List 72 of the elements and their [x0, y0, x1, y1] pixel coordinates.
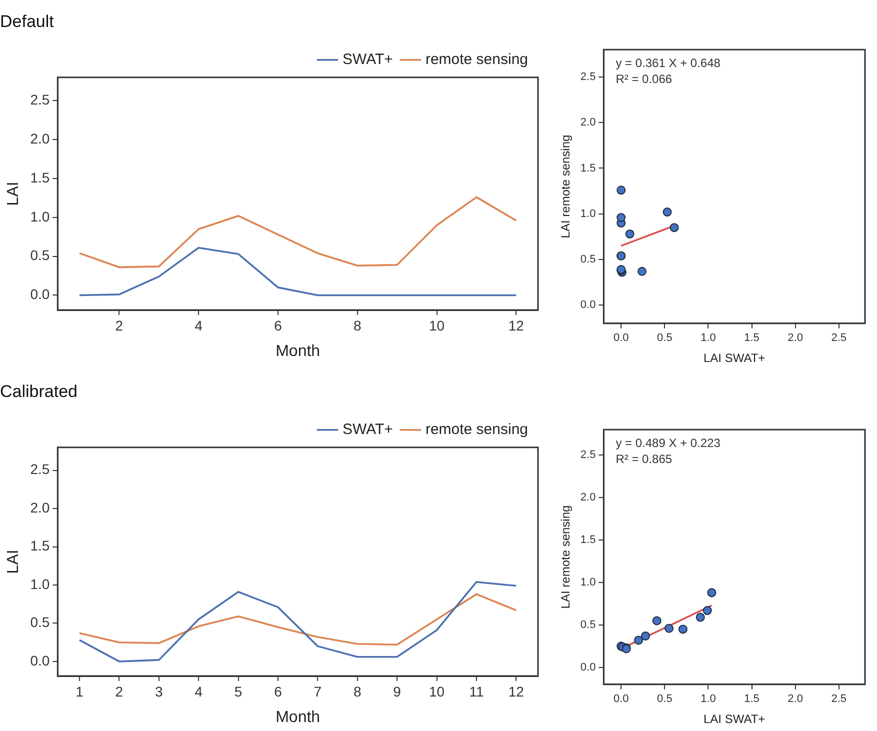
x-tick-label: 1.0	[700, 332, 716, 344]
x-tick-label: 0.5	[657, 693, 672, 706]
y-tick-label: 1.5	[580, 534, 596, 546]
legend-label: SWAT+	[342, 51, 394, 68]
x-tick-label: 5	[234, 683, 242, 700]
x-tick-label: 7	[314, 683, 322, 700]
x-tick-label: 0.0	[613, 332, 629, 344]
y-tick-label: 1.5	[30, 538, 50, 554]
x-tick-label: 2.5	[831, 332, 847, 344]
x-tick-label: 0.5	[657, 332, 672, 344]
y-tick-label: 1.0	[30, 208, 50, 224]
x-tick-label: 10	[428, 317, 445, 334]
y-tick-label: 0.5	[30, 247, 50, 264]
x-axis-title: LAI SWAT+	[704, 712, 766, 726]
annotation: R² = 0.865	[616, 452, 672, 466]
x-tick-label: 4	[194, 683, 203, 700]
y-axis-title: LAI	[5, 550, 22, 574]
y-tick-label: 0.0	[30, 652, 50, 668]
y-tick-label: 1.0	[30, 576, 50, 592]
y-tick-label: 2.0	[580, 492, 596, 504]
y-axis-title: LAI	[5, 182, 22, 206]
x-tick-label: 1.0	[700, 693, 716, 706]
x-axis-title: Month	[276, 342, 320, 360]
x-tick-label: 2.0	[788, 693, 803, 706]
y-tick-label: 0.0	[580, 661, 596, 674]
y-tick-label: 0.5	[580, 618, 596, 631]
legend-label: remote sensing	[425, 421, 528, 438]
y-tick-label: 1.0	[580, 576, 596, 589]
x-tick-label: 1.5	[744, 332, 760, 344]
x-tick-label: 11	[469, 683, 484, 700]
y-tick-label: 1.0	[580, 208, 596, 220]
x-tick-label: 8	[353, 683, 362, 700]
x-tick-label: 4	[194, 317, 203, 334]
x-tick-label: 12	[508, 317, 524, 334]
y-tick-label: 2.5	[580, 71, 596, 84]
y-tick-label: 1.5	[30, 169, 50, 186]
x-tick-label: 2.0	[788, 332, 803, 344]
x-tick-label: 12	[508, 683, 524, 700]
y-axis-title: LAI remote sensing	[558, 505, 573, 609]
x-tick-label: 8	[353, 317, 362, 334]
y-tick-label: 2.0	[580, 116, 596, 129]
x-tick-label: 3	[154, 683, 163, 700]
y-tick-label: 0.5	[30, 614, 50, 630]
chart-title: Calibrated	[0, 382, 78, 401]
x-tick-label: 9	[393, 683, 402, 700]
y-tick-label: 1.5	[580, 162, 596, 174]
annotation: R² = 0.066	[616, 72, 672, 86]
y-tick-label: 0.5	[580, 254, 596, 266]
y-tick-label: 2.5	[30, 92, 50, 108]
y-tick-label: 2.5	[30, 461, 50, 478]
x-axis-title: Month	[276, 708, 320, 726]
y-tick-label: 2.0	[30, 499, 50, 516]
y-tick-label: 2.5	[580, 449, 596, 462]
x-tick-label: 1.5	[744, 693, 760, 706]
x-tick-label: 1	[76, 683, 84, 700]
x-tick-label: 2	[115, 317, 124, 334]
y-axis-title: LAI remote sensing	[558, 134, 573, 238]
chart-title: Default	[0, 12, 54, 31]
x-tick-label: 0.0	[613, 693, 629, 706]
x-axis-title: LAI SWAT+	[704, 351, 766, 366]
legend-label: SWAT+	[342, 421, 394, 438]
x-tick-label: 6	[274, 317, 282, 334]
annotation: y = 0.489 X + 0.223	[616, 436, 721, 450]
x-tick-label: 6	[274, 683, 282, 700]
y-tick-label: 0.0	[30, 286, 50, 302]
legend-label: remote sensing	[425, 51, 528, 68]
y-tick-label: 2.0	[30, 130, 50, 146]
x-tick-label: 10	[428, 683, 445, 700]
annotation: y = 0.361 X + 0.648	[616, 56, 721, 70]
x-tick-label: 2.5	[831, 693, 847, 706]
y-tick-label: 0.0	[580, 299, 596, 312]
x-tick-label: 2	[115, 683, 124, 700]
